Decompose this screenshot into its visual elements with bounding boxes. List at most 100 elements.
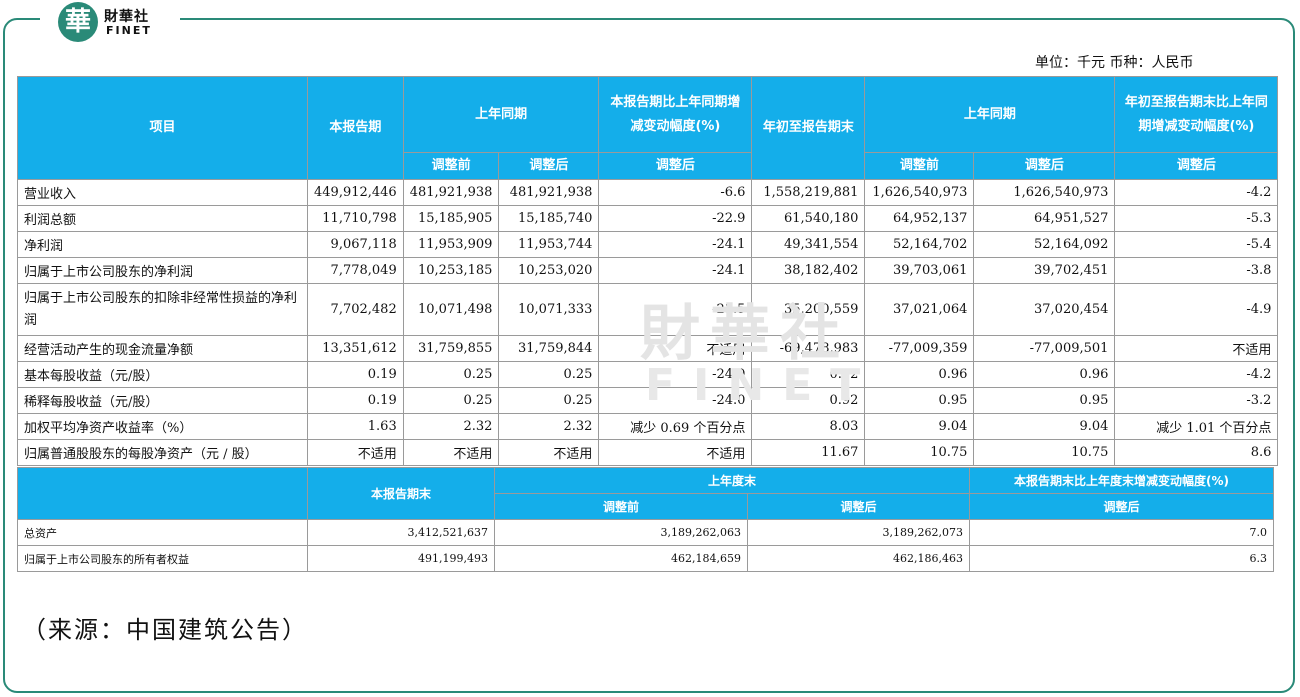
cell: 0.25 xyxy=(402,387,500,414)
cell: -5.3 xyxy=(1114,205,1279,232)
cell: 3,189,262,073 xyxy=(747,519,970,546)
cell: 0.95 xyxy=(864,387,975,414)
cell: 1.63 xyxy=(307,413,404,440)
cell: 3,189,262,063 xyxy=(494,519,748,546)
table-row: 稀释每股收益（元/股） 0.19 0.25 0.25 -24.0 0.92 0.… xyxy=(17,387,1279,414)
header-prior-ytd-after: 调整后 xyxy=(973,152,1116,180)
cell: -6.6 xyxy=(598,179,753,206)
header-prior-ytd: 上年同期 xyxy=(864,76,1116,153)
cell: -24.0 xyxy=(598,361,753,388)
cell: -3.8 xyxy=(1114,257,1279,284)
table-row: 总资产 3,412,521,637 3,189,262,063 3,189,26… xyxy=(17,519,1274,546)
cell: 0.95 xyxy=(973,387,1116,414)
cell: 不适用 xyxy=(307,439,404,466)
cell: 不适用 xyxy=(598,439,753,466)
header-ytd: 年初至报告期末 xyxy=(751,76,866,180)
header-ytd-change-after: 调整后 xyxy=(1114,152,1279,180)
row-label: 基本每股收益（元/股） xyxy=(17,361,308,388)
cell: 15,185,740 xyxy=(498,205,600,232)
cell: 11,953,744 xyxy=(498,231,600,258)
cell: 11,953,909 xyxy=(402,231,500,258)
cell: 0.92 xyxy=(751,361,866,388)
cell: 10,253,185 xyxy=(402,257,500,284)
cell: 9,067,118 xyxy=(307,231,404,258)
balance-header-change-after: 调整后 xyxy=(969,493,1274,520)
row-label: 归属普通股股东的每股净资产（元 / 股） xyxy=(17,439,308,466)
cell: 7.0 xyxy=(969,519,1274,546)
balance-header-after: 调整后 xyxy=(747,493,970,520)
cell: -77,009,501 xyxy=(973,335,1116,362)
cell: 38,182,402 xyxy=(751,257,866,284)
cell: 15,185,905 xyxy=(402,205,500,232)
row-label: 稀释每股收益（元/股） xyxy=(17,387,308,414)
cell: 35,200,559 xyxy=(751,283,866,336)
cell: 64,952,137 xyxy=(864,205,975,232)
cell: -22.9 xyxy=(598,205,753,232)
header-change-after: 调整后 xyxy=(598,152,753,180)
cell: 462,184,659 xyxy=(494,545,748,572)
cell: 49,341,554 xyxy=(751,231,866,258)
cell: 7,778,049 xyxy=(307,257,404,284)
balance-sheet-table: 本报告期末 上年度末 本报告期末比上年度末增减变动幅度(%) 调整前 调整后 调… xyxy=(17,467,1274,572)
row-label: 利润总额 xyxy=(17,205,308,232)
cell: 减少 1.01 个百分点 xyxy=(1114,413,1279,440)
logo-name-en: FINET xyxy=(106,24,152,37)
cell: 不适用 xyxy=(1114,335,1279,362)
header-prior-ytd-before: 调整前 xyxy=(864,152,975,180)
table-row: 归属于上市公司股东的扣除非经常性损益的净利润 7,702,482 10,071,… xyxy=(17,283,1279,336)
row-label: 加权平均净资产收益率（%） xyxy=(17,413,308,440)
cell: -77,009,359 xyxy=(864,335,975,362)
cell: -24.1 xyxy=(598,231,753,258)
table-row: 利润总额 11,710,798 15,185,905 15,185,740 -2… xyxy=(17,205,1279,232)
cell: 52,164,092 xyxy=(973,231,1116,258)
logo-name-cn: 財華社 xyxy=(104,9,149,25)
cell: 8.6 xyxy=(1114,439,1279,466)
balance-header-prior-year-end: 上年度末 xyxy=(494,467,970,494)
cell: 64,951,527 xyxy=(973,205,1116,232)
cell: 491,199,493 xyxy=(307,545,495,572)
cell: 0.19 xyxy=(307,361,404,388)
header-prior-period: 上年同期 xyxy=(402,76,600,153)
header-prior-after: 调整后 xyxy=(498,152,600,180)
cell: 52,164,702 xyxy=(864,231,975,258)
watermark-en: FINET xyxy=(645,360,879,411)
balance-header-blank xyxy=(17,467,308,520)
cell: 0.25 xyxy=(402,361,500,388)
cell: 39,703,061 xyxy=(864,257,975,284)
cell: 37,021,064 xyxy=(864,283,975,336)
cell: 449,912,446 xyxy=(307,179,404,206)
cell: 2.32 xyxy=(402,413,500,440)
cell: 6.3 xyxy=(969,545,1274,572)
watermark-cn: 財華社 xyxy=(640,299,850,369)
table-row: 归属于上市公司股东的所有者权益 491,199,493 462,184,659 … xyxy=(17,545,1274,572)
financial-data-table: 项目 本报告期 上年同期 本报告期比上年同期增减变动幅度(%) 年初至报告期末 … xyxy=(17,76,1279,466)
cell: 10.75 xyxy=(864,439,975,466)
cell: 481,921,938 xyxy=(498,179,600,206)
balance-header-period-end: 本报告期末 xyxy=(307,467,495,520)
row-label: 归属于上市公司股东的扣除非经常性损益的净利润 xyxy=(17,283,308,336)
cell: 481,921,938 xyxy=(402,179,500,206)
cell: 0.19 xyxy=(307,387,404,414)
row-label: 总资产 xyxy=(17,519,308,546)
content-frame xyxy=(3,18,1295,693)
cell: -3.2 xyxy=(1114,387,1279,414)
table-row: 加权平均净资产收益率（%） 1.63 2.32 2.32 减少 0.69 个百分… xyxy=(17,413,1279,440)
source-note: （来源：中国建筑公告） xyxy=(22,616,308,644)
cell: 不适用 xyxy=(598,335,753,362)
cell: 0.25 xyxy=(498,387,600,414)
balance-header-before: 调整前 xyxy=(494,493,748,520)
cell: 31,759,855 xyxy=(402,335,500,362)
header-current-period: 本报告期 xyxy=(307,76,404,180)
cell: 3,412,521,637 xyxy=(307,519,495,546)
cell: -4.9 xyxy=(1114,283,1279,336)
cell: -4.2 xyxy=(1114,179,1279,206)
table-row: 基本每股收益（元/股） 0.19 0.25 0.25 -24.0 0.92 0.… xyxy=(17,361,1279,388)
table-row: 营业收入 449,912,446 481,921,938 481,921,938… xyxy=(17,179,1279,206)
header-item: 项目 xyxy=(17,76,308,180)
row-label: 经营活动产生的现金流量净额 xyxy=(17,335,308,362)
cell: 10,071,498 xyxy=(402,283,500,336)
cell: 37,020,454 xyxy=(973,283,1116,336)
cell: 2.32 xyxy=(498,413,600,440)
finet-logo-icon: 華 xyxy=(58,2,98,42)
cell: 0.96 xyxy=(973,361,1116,388)
